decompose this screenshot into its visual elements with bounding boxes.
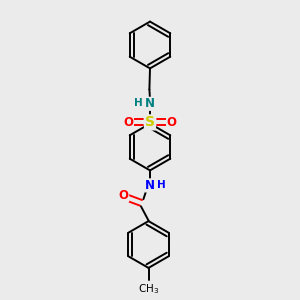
Text: N: N — [145, 179, 155, 192]
Text: H: H — [134, 98, 142, 108]
Text: H: H — [158, 180, 166, 190]
Text: S: S — [145, 116, 155, 129]
Text: N: N — [145, 97, 155, 110]
Text: CH$_3$: CH$_3$ — [138, 282, 159, 296]
Text: O: O — [167, 116, 177, 129]
Text: O: O — [123, 116, 134, 129]
Text: O: O — [118, 189, 129, 202]
